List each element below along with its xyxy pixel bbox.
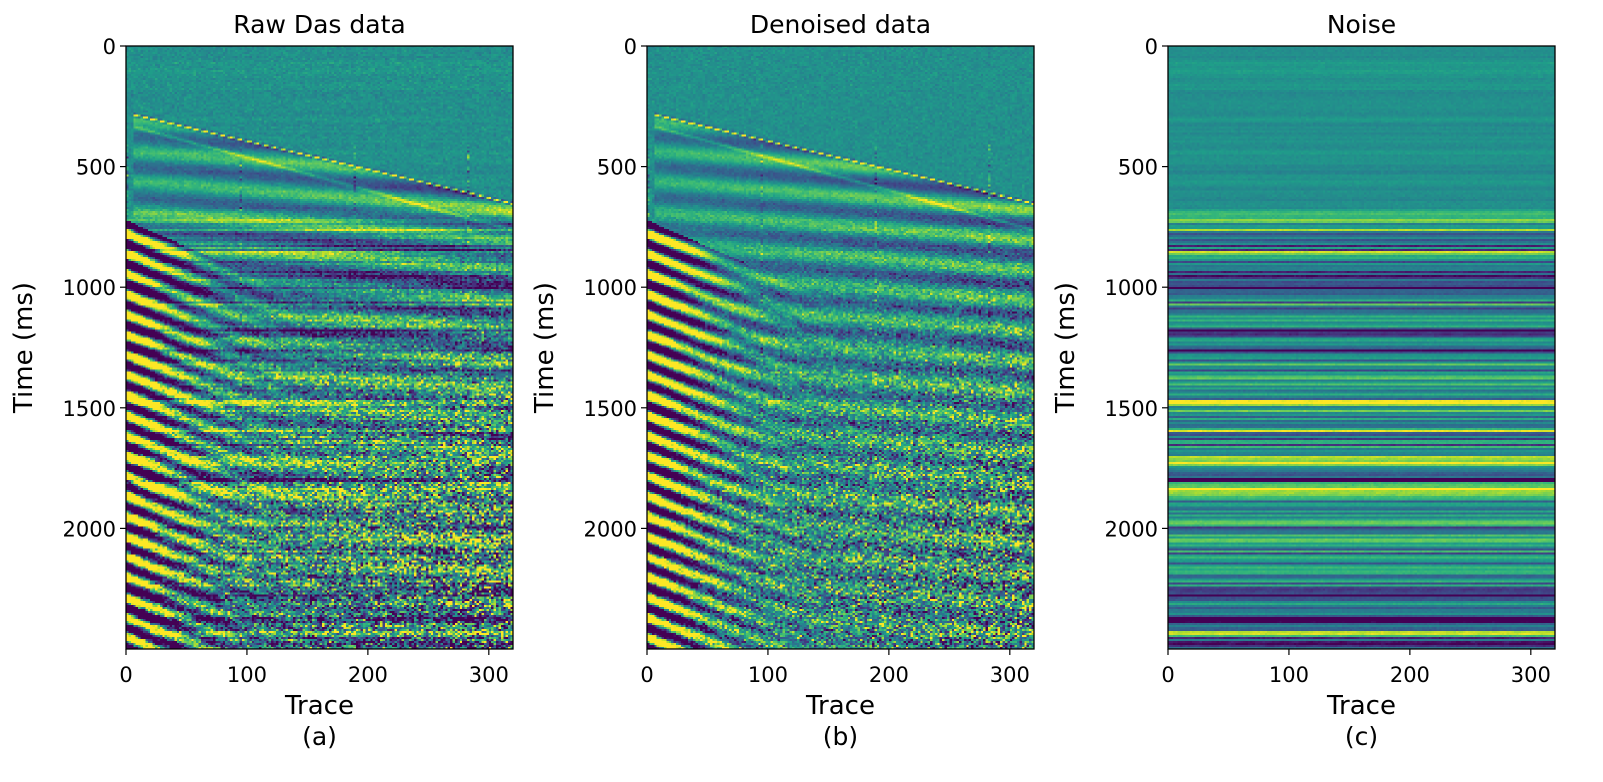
x-axis-label: Trace <box>1326 691 1396 721</box>
x-tick-label: 300 <box>1511 663 1551 687</box>
y-tick-label: 2000 <box>1105 517 1158 541</box>
panel-b: Denoised data 0 500 1000 1500 2000 0 100 200 300 T… <box>530 10 1035 751</box>
plot-frame <box>125 45 514 650</box>
panel-c: Noise 0 500 1000 1500 2000 0 100 200 300 Trace Time… <box>1051 10 1556 751</box>
panel-a: Raw Das data 0 500 1000 1500 2000 0 100 200 300 Tr… <box>9 10 514 751</box>
panel-caption: (b) <box>823 722 858 751</box>
y-axis-label: Time (ms) <box>1051 282 1081 414</box>
y-tick-label: 1500 <box>584 397 637 421</box>
y-tick-label: 1000 <box>63 276 116 300</box>
y-tick-label: 0 <box>624 35 637 59</box>
y-tick-label: 2000 <box>63 517 116 541</box>
y-tick-label: 1000 <box>584 276 637 300</box>
plot-frame <box>646 45 1035 650</box>
x-tick-label: 100 <box>748 663 788 687</box>
x-tick-label: 0 <box>1161 663 1174 687</box>
y-tick-label: 1500 <box>1105 397 1158 421</box>
x-tick-label: 200 <box>869 663 909 687</box>
y-tick-label: 500 <box>1118 156 1158 180</box>
chart-title: Raw Das data <box>233 10 405 39</box>
x-tick-label: 300 <box>469 663 509 687</box>
x-axis-label: Trace <box>284 691 354 721</box>
x-tick-label: 100 <box>227 663 267 687</box>
y-tick-label: 500 <box>597 156 637 180</box>
plot-frame <box>1167 45 1556 650</box>
y-tick-label: 0 <box>103 35 116 59</box>
heatmap-image <box>1168 46 1555 649</box>
y-tick-label: 2000 <box>584 517 637 541</box>
y-tick-label: 1000 <box>1105 276 1158 300</box>
y-tick-label: 0 <box>1145 35 1158 59</box>
x-tick-label: 200 <box>1390 663 1430 687</box>
y-axis-label: Time (ms) <box>530 282 560 414</box>
x-axis-label: Trace <box>805 691 875 721</box>
x-tick-label: 100 <box>1269 663 1309 687</box>
x-tick-label: 300 <box>990 663 1030 687</box>
chart-title: Noise <box>1327 10 1396 39</box>
panel-caption: (c) <box>1345 722 1378 751</box>
x-tick-label: 0 <box>640 663 653 687</box>
heatmap-image <box>126 46 513 649</box>
y-tick-label: 500 <box>76 156 116 180</box>
y-tick-label: 1500 <box>63 397 116 421</box>
y-axis-label: Time (ms) <box>9 282 39 414</box>
panel-caption: (a) <box>302 722 337 751</box>
heatmap-image <box>647 46 1034 649</box>
x-tick-label: 0 <box>119 663 132 687</box>
chart-title: Denoised data <box>750 10 931 39</box>
x-tick-label: 200 <box>348 663 388 687</box>
